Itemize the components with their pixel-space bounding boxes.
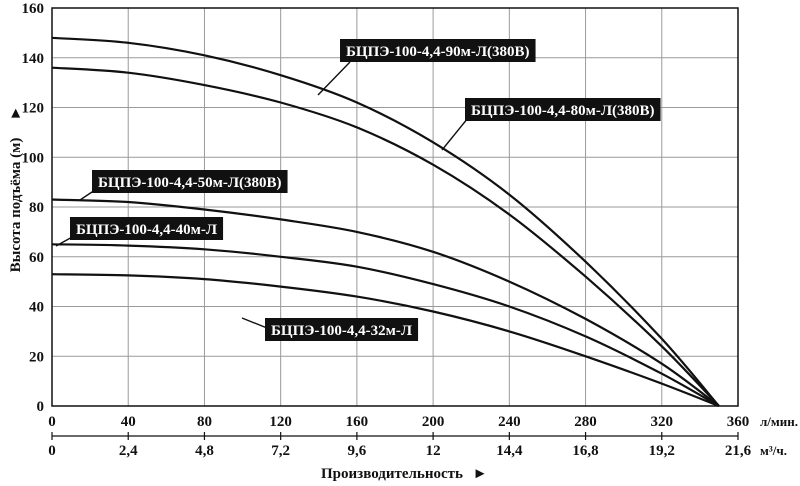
x-tick-label-secondary: 0 xyxy=(48,443,56,459)
series-label-text: БЦПЭ-100-4,4-32м-Л xyxy=(271,323,412,339)
x-tick-label-primary: 40 xyxy=(121,414,136,430)
series-label-box xyxy=(340,39,536,62)
x-tick-label-secondary: 19,2 xyxy=(649,443,675,459)
y-axis-arrow: ► xyxy=(8,106,24,121)
series-curve xyxy=(51,66,720,407)
y-tick-label: 100 xyxy=(22,150,45,166)
y-axis-title-group: Высота подъёма (м) ► xyxy=(8,106,24,273)
x-tick-label-secondary: 12 xyxy=(426,443,441,459)
x-axis-arrow: ► xyxy=(473,466,488,482)
x-tick-label-primary: 240 xyxy=(498,414,521,430)
series-labels: БЦПЭ-100-4,4-90м-Л(380В) БЦПЭ-100-4,4-80м… xyxy=(55,39,661,341)
series-curve xyxy=(51,198,720,407)
series-leader-line xyxy=(241,317,273,331)
y-tick-label: 80 xyxy=(29,200,44,216)
x-tick-label-secondary: 9,6 xyxy=(348,443,367,459)
series-leader-line xyxy=(79,187,99,201)
series-label-text: БЦПЭ-100-4,4-80м-Л(380В) xyxy=(471,103,655,119)
x-tick-label-primary: 360 xyxy=(727,414,750,430)
y-axis-title: Высота подъёма (м) xyxy=(8,138,24,273)
axes: 00402,4804,81207,21609,62001224014,42801… xyxy=(22,1,752,459)
x-axis-title: Производительность xyxy=(321,466,463,482)
x-tick-label-primary: 320 xyxy=(651,414,674,430)
x-tick-label-secondary: 2,4 xyxy=(119,443,138,459)
x-tick-label-primary: 0 xyxy=(48,414,56,430)
series-label: БЦПЭ-100-4,4-90м-Л(380В) xyxy=(340,39,536,62)
series-label: БЦПЭ-100-4,4-32м-Л xyxy=(265,318,419,341)
series-leader-line xyxy=(441,117,469,151)
y-tick-label: 60 xyxy=(29,250,44,266)
series-curve xyxy=(51,273,720,408)
series-curves xyxy=(51,36,720,408)
series-label-box xyxy=(92,170,288,193)
x-tick-label-secondary: 14,4 xyxy=(496,443,523,459)
x-tick-label-secondary: 21,6 xyxy=(725,443,752,459)
x-tick-label-secondary: 4,8 xyxy=(195,443,214,459)
x-tick-label-secondary: 16,8 xyxy=(572,443,598,459)
series-label-box xyxy=(265,318,419,341)
series-leader-line xyxy=(55,235,75,247)
x-tick-label-primary: 120 xyxy=(269,414,292,430)
y-tick-label: 140 xyxy=(22,51,45,67)
x-tick-label-primary: 80 xyxy=(197,414,212,430)
series-label-text: БЦПЭ-100-4,4-90м-Л(380В) xyxy=(346,44,530,60)
y-tick-label: 40 xyxy=(29,300,44,316)
series-label-text: БЦПЭ-100-4,4-50м-Л(380В) xyxy=(98,175,282,191)
x-unit-secondary: м³/ч. xyxy=(760,443,787,458)
plot-frame xyxy=(51,7,739,407)
x-tick-label-primary: 280 xyxy=(574,414,597,430)
series-label: БЦПЭ-100-4,4-50м-Л(380В) xyxy=(92,170,288,193)
y-tick-label: 160 xyxy=(22,1,45,17)
x-tick-label-primary: 160 xyxy=(346,414,369,430)
y-tick-label: 120 xyxy=(22,101,45,117)
series-label-box xyxy=(465,98,661,121)
y-tick-label: 0 xyxy=(37,399,45,415)
series-label: БЦПЭ-100-4,4-40м-Л xyxy=(70,217,224,240)
series-label-text: БЦПЭ-100-4,4-40м-Л xyxy=(76,222,217,238)
x-unit-primary: л/мин. xyxy=(760,414,798,429)
x-tick-label-secondary: 7,2 xyxy=(271,443,290,459)
series-curve xyxy=(51,243,720,407)
series-label-box xyxy=(70,217,224,240)
series-leader-line xyxy=(317,61,351,96)
series-curve xyxy=(51,36,720,407)
y-tick-label: 20 xyxy=(29,349,44,365)
series-label: БЦПЭ-100-4,4-80м-Л(380В) xyxy=(465,98,661,121)
x-tick-label-primary: 200 xyxy=(422,414,445,430)
